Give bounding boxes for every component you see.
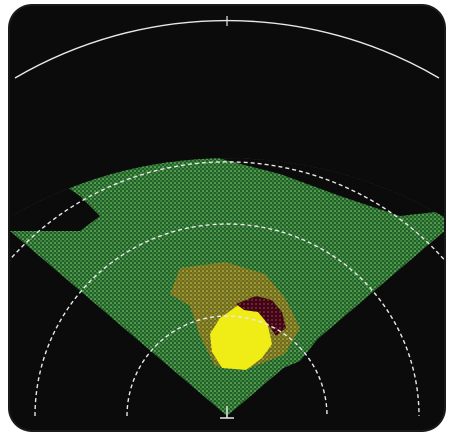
range-ring-1: [126, 315, 328, 417]
range-ring-2: [34, 223, 420, 417]
ownship-marker: [220, 406, 234, 419]
range-ring-4: [14, 19, 440, 79]
radar-display: [10, 6, 444, 430]
radar-scope: [10, 16, 444, 419]
heavy-core: [210, 304, 272, 370]
intense-core: [236, 296, 286, 336]
